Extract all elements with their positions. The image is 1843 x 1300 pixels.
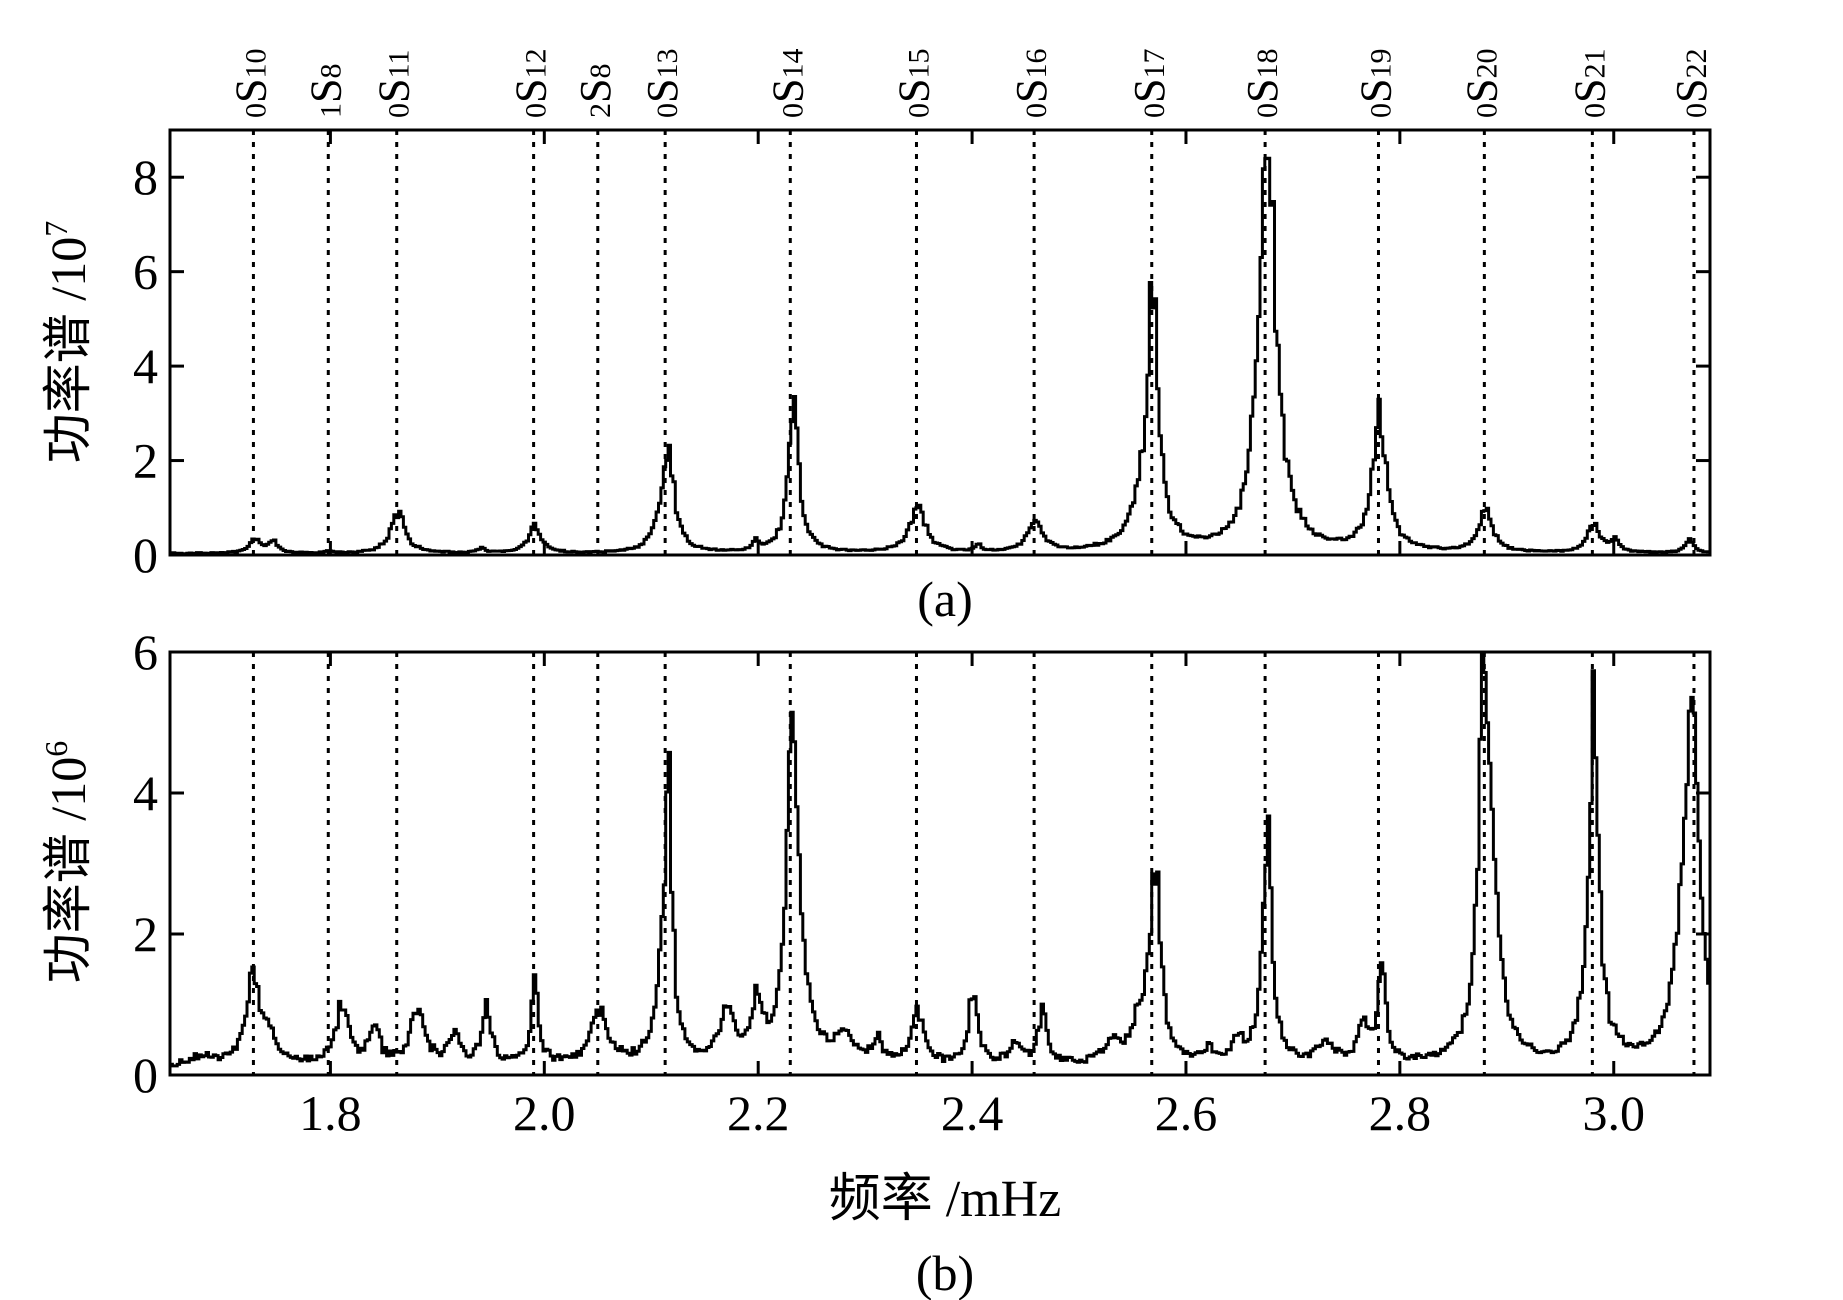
x-tick-label: 2.2: [727, 1085, 790, 1141]
panel-a-label: (a): [917, 571, 973, 627]
mode-label-0S18: 0S18: [1238, 49, 1287, 118]
x-tick-label: 2.0: [513, 1085, 576, 1141]
y-tick-label: 4: [133, 338, 158, 394]
panel-a-y-ticks: 0 2 4 6 8: [133, 149, 1710, 583]
x-tick-label: 3.0: [1583, 1085, 1646, 1141]
x-tick-label: 2.6: [1155, 1085, 1218, 1141]
mode-labels: 0S10 1S8 0S11 0S12 2S8 0S13 0S14 0S15 0S16 0S17 0S…: [226, 49, 1716, 118]
mode-label-0S17: 0S17: [1125, 49, 1174, 118]
x-axis-label: 频率 /mHz: [829, 1171, 1062, 1228]
mode-label-0S15: 0S15: [889, 49, 938, 118]
mode-label-0S13: 0S13: [638, 49, 687, 118]
y-tick-label: 0: [133, 527, 158, 583]
panel-b-y-label: 功率谱 /106: [38, 741, 96, 983]
panel-a: 0 2 4 6 8 功率谱 /107 (a): [38, 128, 1712, 627]
y-tick-label: 6: [133, 244, 158, 300]
mode-label-0S16: 0S16: [1007, 49, 1056, 118]
mode-label-0S20: 0S20: [1457, 49, 1506, 118]
mode-label-2S8: 2S8: [571, 64, 620, 118]
panel-a-trace: [170, 156, 1712, 556]
mode-label-0S19: 0S19: [1351, 49, 1400, 118]
mode-label-0S12: 0S12: [507, 49, 556, 118]
mode-label-0S10: 0S10: [226, 49, 275, 118]
panel-a-y-label: 功率谱 /107: [38, 221, 96, 463]
panel-a-frame: [168, 128, 1712, 557]
panel-b-frame: [168, 650, 1712, 1077]
x-tick-label: 1.8: [299, 1085, 362, 1141]
panel-a-x-ticks: [328, 130, 1616, 555]
mode-label-0S22: 0S22: [1667, 49, 1716, 118]
x-tick-label: 2.8: [1369, 1085, 1432, 1141]
y-tick-label: 8: [133, 149, 158, 205]
y-tick-label: 2: [133, 906, 158, 962]
y-tick-label: 2: [133, 433, 158, 489]
mode-label-0S14: 0S14: [763, 49, 812, 118]
panel-b: 0 2 4 6 1.8 2.0 2.2 2.4 2.6 2.8 3.0 功率谱 /106 频率 /…: [38, 624, 1712, 1300]
spectrum-line: [170, 156, 1712, 556]
panel-b-trace: [170, 652, 1712, 1068]
panel-b-x-ticks: 1.8 2.0 2.2 2.4 2.6 2.8 3.0: [299, 652, 1645, 1141]
y-tick-label: 6: [133, 624, 158, 680]
mode-label-1S8: 1S8: [301, 64, 350, 118]
x-tick-label: 2.4: [941, 1085, 1004, 1141]
spectrum-line: [170, 652, 1712, 1068]
y-tick-label: 4: [133, 765, 158, 821]
panel-b-label: (b): [916, 1245, 974, 1300]
y-tick-label: 0: [133, 1047, 158, 1103]
mode-label-0S11: 0S11: [370, 50, 419, 118]
panel-b-y-ticks: 0 2 4 6: [133, 624, 1710, 1103]
mode-label-0S21: 0S21: [1565, 49, 1614, 118]
